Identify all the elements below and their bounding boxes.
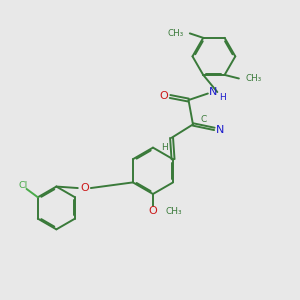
Text: N: N <box>215 125 224 135</box>
Text: Cl: Cl <box>18 181 28 190</box>
Text: H: H <box>161 143 168 152</box>
Text: C: C <box>200 115 206 124</box>
Text: O: O <box>148 206 157 216</box>
Text: N: N <box>208 87 217 97</box>
Text: CH₃: CH₃ <box>245 74 262 83</box>
Text: O: O <box>160 91 169 101</box>
Text: CH₃: CH₃ <box>166 207 182 216</box>
Text: O: O <box>80 183 89 193</box>
Text: H: H <box>219 93 226 102</box>
Text: CH₃: CH₃ <box>167 29 183 38</box>
